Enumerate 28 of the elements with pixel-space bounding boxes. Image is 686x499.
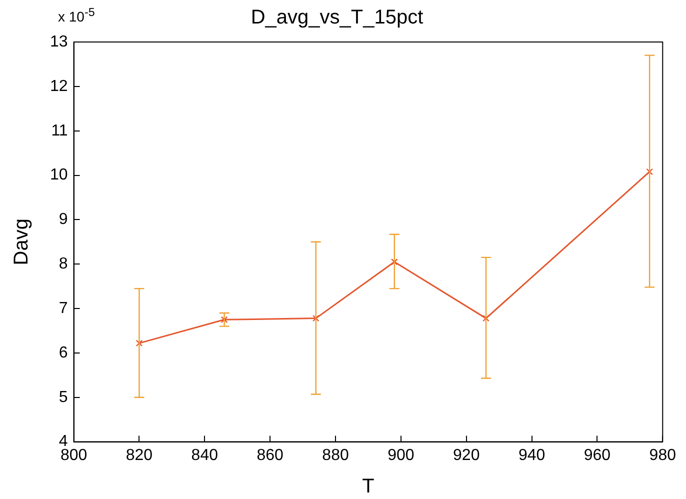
x-tick-label: 920 [453, 446, 480, 464]
y-tick-label: 10 [50, 166, 68, 184]
y-tick-label: 13 [50, 33, 68, 50]
point [646, 168, 653, 176]
x-axis-title: T [362, 476, 374, 498]
x-tick-label: 960 [584, 446, 611, 464]
text: x 10$^{-5}$ [58, 6, 95, 25]
point [390, 258, 398, 266]
point [482, 314, 490, 322]
y-tick-label: 9 [58, 211, 68, 228]
y-tick-label: 7 [58, 300, 68, 317]
x-tick-label: 900 [388, 446, 414, 464]
y-axis-title: Davg [10, 218, 33, 266]
y-tick-label: 5 [58, 388, 68, 406]
x-tick-label: 940 [518, 446, 546, 464]
x-tick-label: 980 [649, 446, 676, 464]
x-tick-label: 840 [191, 446, 218, 464]
x-tick-label: 880 [322, 446, 349, 464]
chart-title: D_avg_vs_T_15pct [250, 6, 424, 29]
x-tick-label: 820 [126, 446, 153, 464]
y-tick-label: 11 [51, 122, 68, 140]
y-tick-label: 8 [58, 256, 68, 273]
x-tick-label: 800 [60, 446, 88, 464]
point [136, 340, 143, 347]
point [312, 314, 320, 322]
y-tick-label: 12 [50, 78, 68, 95]
y-tick-label: 6 [58, 344, 68, 362]
x-tick-label: 860 [256, 446, 284, 464]
